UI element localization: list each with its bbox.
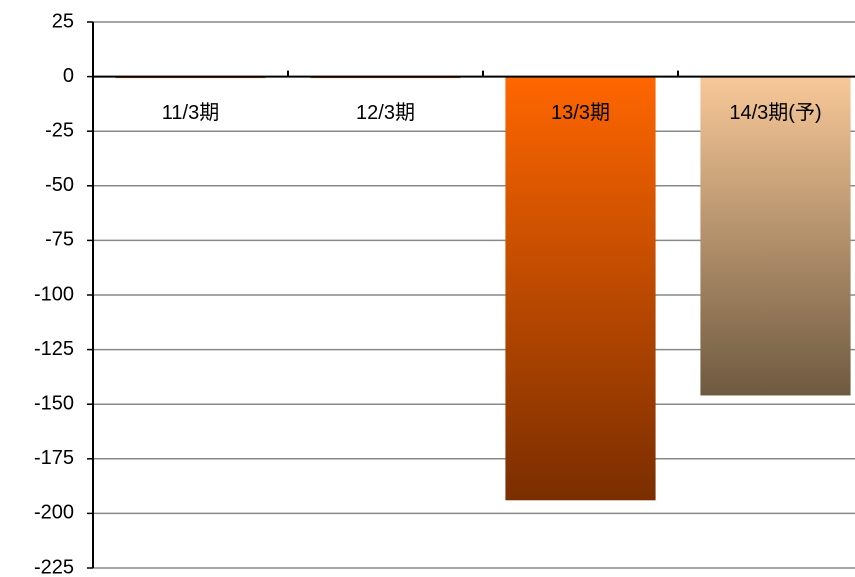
bar (700, 76, 851, 396)
x-tick-label: 14/3期(予) (729, 102, 821, 124)
y-tick-label: -100 (34, 283, 74, 305)
y-tick-label: -25 (45, 119, 74, 141)
y-tick-label: -225 (34, 556, 74, 577)
y-tick-label: -75 (45, 229, 74, 251)
y-tick-label: -150 (34, 392, 74, 414)
y-tick-label: 0 (63, 65, 74, 87)
y-tick-label: -50 (45, 174, 74, 196)
y-tick-label: 25 (52, 10, 74, 32)
y-tick-label: -125 (34, 338, 74, 360)
bar (505, 76, 656, 501)
y-tick-label: -200 (34, 502, 74, 524)
x-tick-label: 12/3期 (356, 102, 415, 124)
x-tick-label: 13/3期 (551, 102, 610, 124)
x-tick-label: 11/3期 (162, 102, 219, 124)
y-tick-label: -175 (34, 447, 74, 469)
